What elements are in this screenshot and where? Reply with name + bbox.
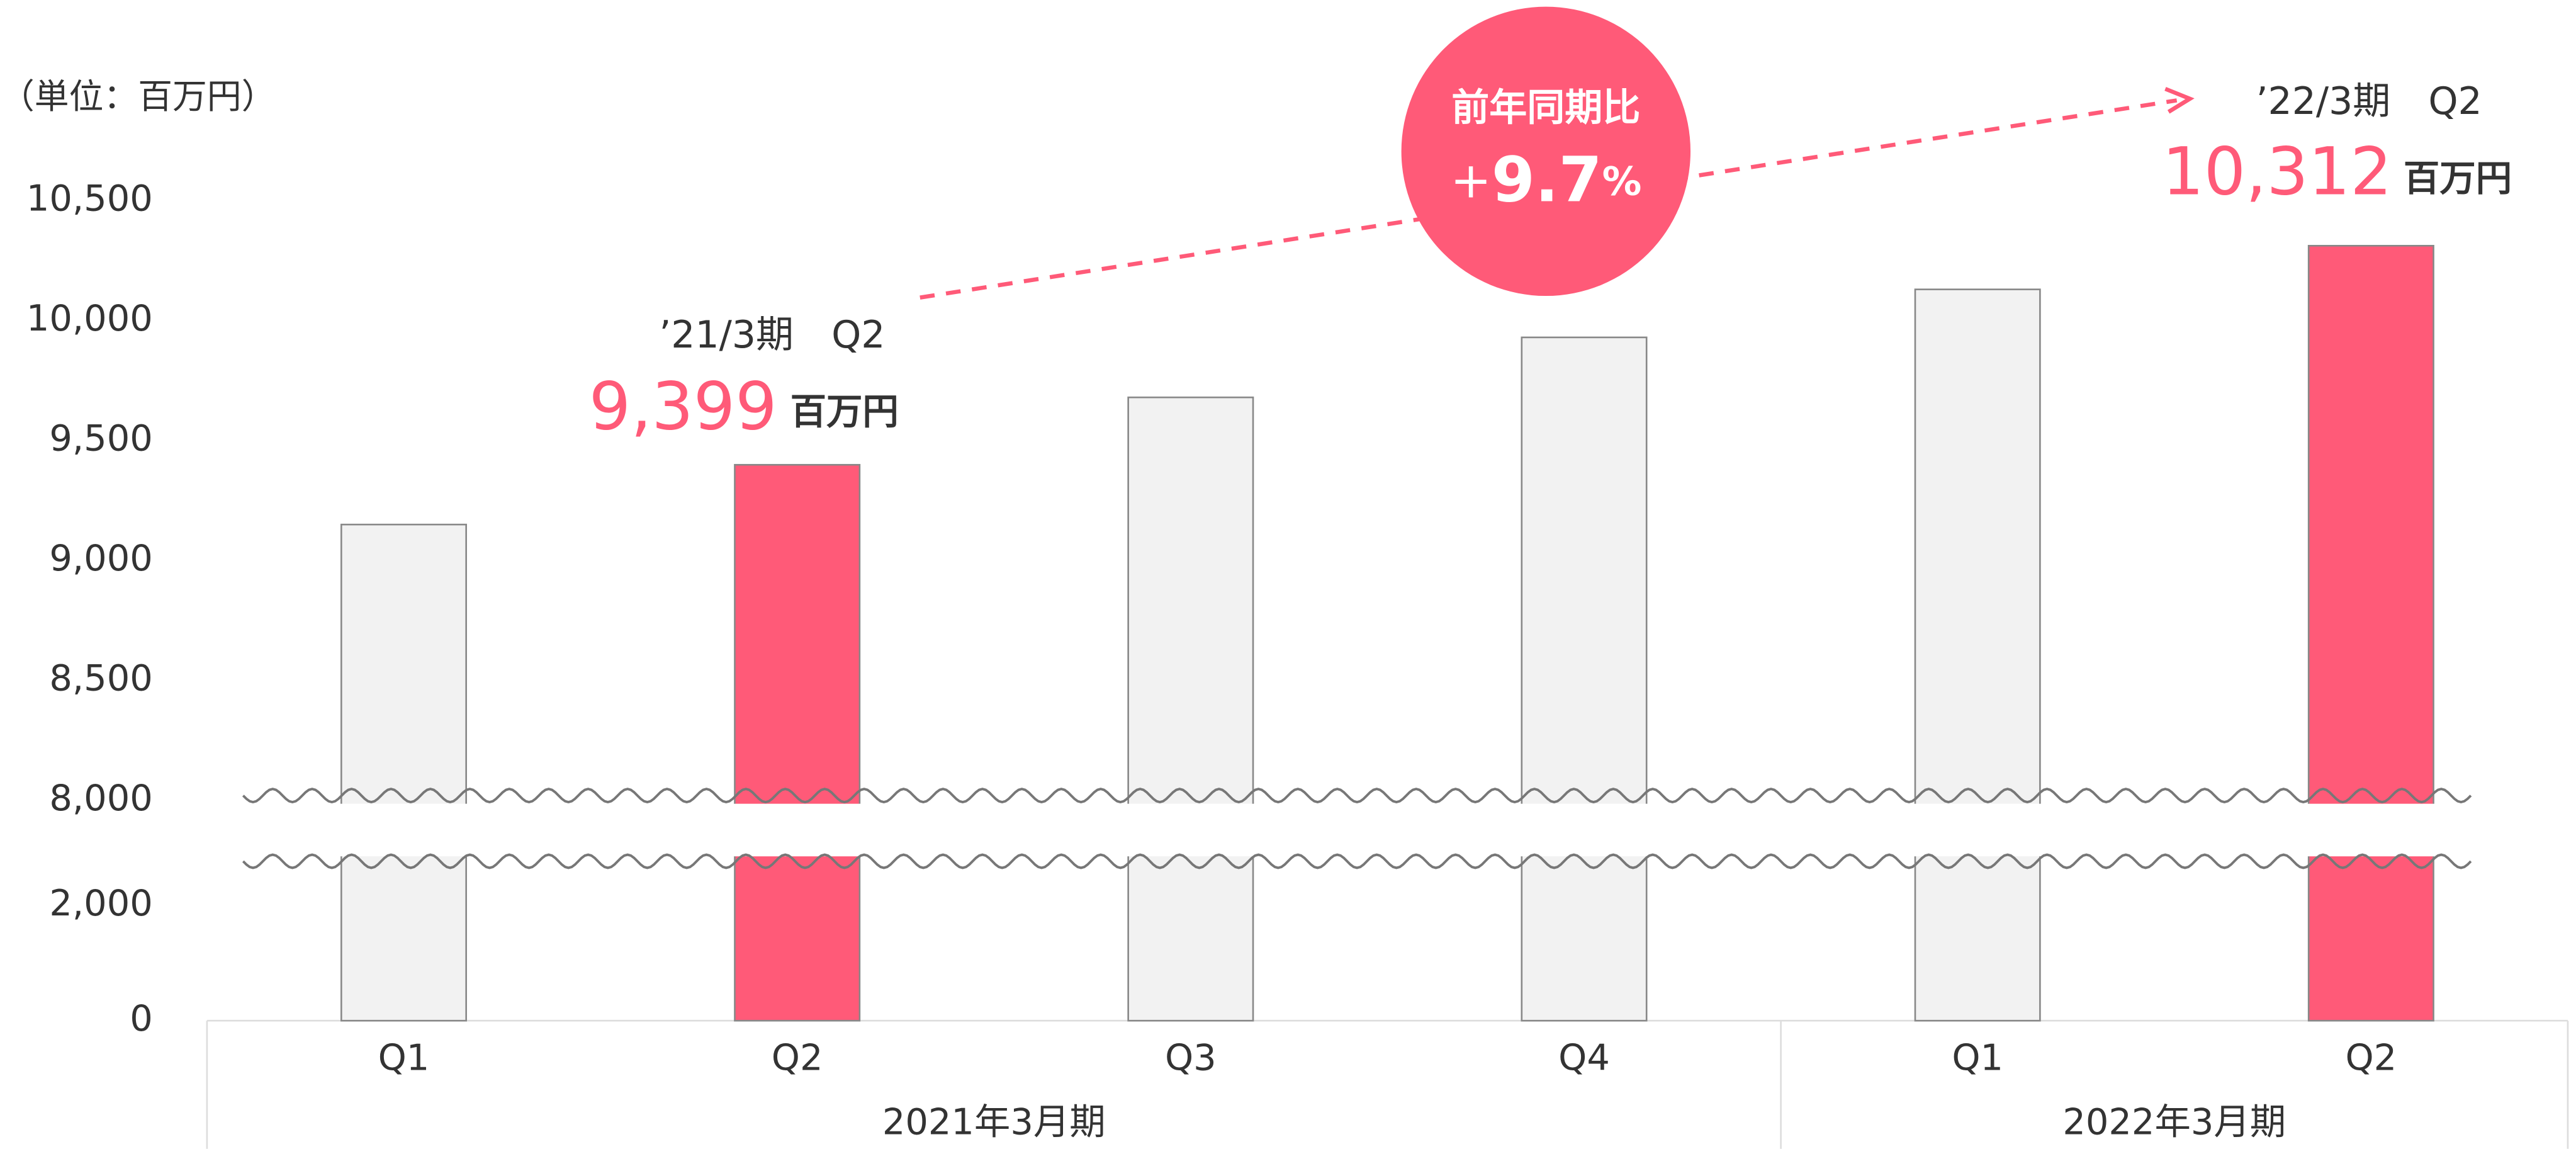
x-tick-label: Q1 [378, 1036, 430, 1078]
y-tick-label: 10,500 [26, 177, 153, 219]
callout-value: 10,312 [2162, 133, 2392, 210]
bar [2307, 244, 2434, 1022]
bar [340, 523, 467, 1022]
y-tick-label: 2,000 [49, 882, 152, 924]
bar [1521, 336, 1648, 1022]
y-tick-label: 9,000 [49, 537, 152, 579]
y-tick-label: 0 [130, 997, 153, 1039]
group-label: 2022年3月期 [2062, 1101, 2286, 1143]
break-line [242, 788, 2472, 804]
break-gap [230, 803, 2484, 857]
x-tick-label: Q4 [1558, 1036, 1610, 1078]
bar [734, 463, 861, 1022]
unit-label: （単位：百万円） [0, 76, 276, 116]
y-tick-label: 8,500 [49, 657, 152, 699]
callout-unit: 百万円 [2404, 157, 2512, 200]
y-tick-label: 9,500 [49, 417, 152, 459]
callout-unit: 百万円 [790, 391, 899, 433]
x-axis-box [206, 1019, 2569, 1149]
yoy-unit: % [1602, 159, 1642, 205]
x-tick-label: Q1 [1952, 1036, 2003, 1078]
yoy-bubble [1401, 6, 1691, 297]
callout-period: ’22/3期 Q2 [2256, 79, 2482, 123]
yoy-sign: + [1450, 152, 1492, 210]
bar [1127, 396, 1254, 1022]
yoy-number: 9.7 [1492, 144, 1602, 217]
x-tick-label: Q2 [2346, 1036, 2397, 1078]
yoy-value: +9.7% [1450, 144, 1641, 217]
callout-period: ’21/3期 Q2 [659, 313, 885, 357]
x-tick-label: Q3 [1165, 1036, 1217, 1078]
group-label: 2021年3月期 [882, 1101, 1106, 1143]
yoy-label: 前年同期比 [1451, 86, 1640, 130]
y-tick-label: 8,000 [49, 777, 152, 819]
x-tick-label: Q2 [772, 1036, 823, 1078]
callout-value: 9,399 [589, 368, 777, 445]
y-tick-label: 10,000 [26, 297, 153, 339]
break-line [242, 853, 2472, 869]
bar [1914, 288, 2041, 1022]
